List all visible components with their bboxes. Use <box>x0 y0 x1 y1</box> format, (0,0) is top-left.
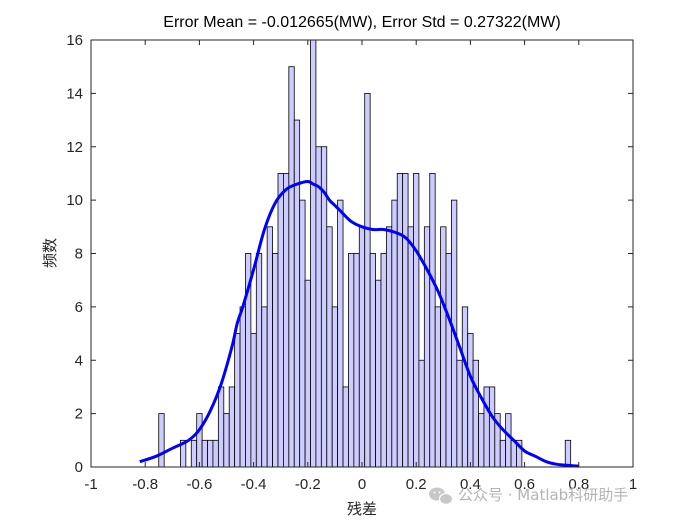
histogram-bar <box>467 333 474 468</box>
wechat-icon <box>429 487 454 506</box>
histogram-bar <box>158 413 165 468</box>
histogram-bar <box>228 386 236 468</box>
plot-area: -1 -0.8 -0.6 -0.4 -0.2 0 0.2 0.4 0.6 0.8 1 0 2 4 6 8 10… <box>66 32 637 493</box>
histogram-bar <box>261 306 268 468</box>
histogram-bar <box>391 199 398 468</box>
histogram-bar <box>396 173 404 468</box>
x-tick-label: -1 <box>84 476 97 493</box>
histogram-bar <box>413 173 420 468</box>
histogram-bar <box>250 333 257 468</box>
x-tick-label: 0 <box>358 476 366 493</box>
density-curve <box>139 179 579 468</box>
histogram-bar <box>331 306 339 468</box>
histogram-bar <box>223 413 230 468</box>
histogram-bar <box>483 386 490 468</box>
y-axis-label: 频数 <box>41 238 59 268</box>
histogram-bar <box>499 439 507 468</box>
histogram-bar <box>402 173 409 468</box>
y-axis-ticks: 0 2 4 6 8 10 12 14 16 <box>66 32 633 476</box>
histogram-bar <box>207 439 214 468</box>
y-tick-label: 16 <box>66 32 83 49</box>
histogram-bar <box>217 386 225 468</box>
y-tick-label: 0 <box>75 459 83 476</box>
x-tick-label: 0.4 <box>460 476 481 493</box>
histogram-bar <box>461 306 469 468</box>
y-tick-label: 14 <box>66 85 83 102</box>
histogram-bar <box>234 333 241 468</box>
watermark-text: 公众号 · Matlab科研助手 <box>458 486 628 504</box>
histogram-bar <box>304 279 311 468</box>
histogram-bar <box>310 39 317 468</box>
histogram-bar <box>505 413 512 468</box>
histogram-bar <box>364 92 371 468</box>
y-tick-label: 4 <box>75 352 83 369</box>
histogram-bar <box>299 199 306 468</box>
histogram-bar <box>434 306 441 468</box>
x-axis-ticks: -1 -0.8 -0.6 -0.4 -0.2 0 0.2 0.4 0.6 0.8 1 <box>84 40 637 493</box>
histogram-bar <box>288 66 295 468</box>
histogram-bar <box>272 253 279 468</box>
histogram-bar <box>326 226 333 468</box>
histogram-bar <box>337 199 344 468</box>
histogram-bar <box>456 359 463 468</box>
histogram-bar <box>418 359 425 468</box>
x-tick-label: -0.6 <box>186 476 212 493</box>
x-tick-label: 1 <box>629 476 637 493</box>
y-tick-label: 6 <box>75 299 83 316</box>
x-tick-label: 0.8 <box>568 476 589 493</box>
histogram-bar <box>423 226 431 468</box>
histogram-bar <box>564 439 572 468</box>
y-tick-label: 10 <box>66 192 83 209</box>
chart-title: Error Mean = -0.012665(MW), Error Std = … <box>163 14 560 31</box>
x-tick-label: 0.6 <box>514 476 535 493</box>
histogram-bar <box>266 226 273 468</box>
histogram-bar <box>358 226 366 468</box>
x-tick-label: -0.4 <box>241 476 267 493</box>
x-tick-label: -0.2 <box>295 476 321 493</box>
histogram-bar <box>380 253 387 468</box>
histogram-bar <box>407 226 414 468</box>
histogram-bar <box>255 253 263 468</box>
histogram-bar <box>283 173 290 468</box>
x-axis-label: 残差 <box>347 500 377 518</box>
histogram-bar <box>478 413 485 468</box>
x-tick-label: 0.2 <box>406 476 427 493</box>
histogram-bar <box>369 253 376 468</box>
histogram-bar <box>315 146 322 468</box>
histogram-bar <box>440 226 447 468</box>
histogram-bar <box>212 439 219 468</box>
histogram-bar <box>445 253 452 468</box>
y-tick-label: 2 <box>75 406 83 423</box>
histogram-bar <box>488 386 496 468</box>
histogram-bar <box>277 173 284 468</box>
histogram-bar <box>293 119 301 468</box>
histogram-bar <box>196 413 203 468</box>
histogram-bars <box>158 39 572 468</box>
x-tick-label: -0.8 <box>132 476 158 493</box>
watermark: 公众号 · Matlab科研助手 <box>429 486 628 506</box>
histogram-bar <box>429 173 436 468</box>
histogram-bar <box>353 253 360 468</box>
histogram-bar <box>385 226 393 468</box>
histogram-bar <box>239 306 246 468</box>
histogram-bar <box>342 386 349 468</box>
histogram-bar <box>201 439 208 468</box>
y-tick-label: 12 <box>66 139 83 156</box>
y-tick-label: 8 <box>75 246 83 263</box>
histogram-bar <box>375 279 382 468</box>
histogram-bar <box>348 253 355 468</box>
histogram-bar <box>190 439 198 468</box>
histogram-bar <box>472 359 479 468</box>
